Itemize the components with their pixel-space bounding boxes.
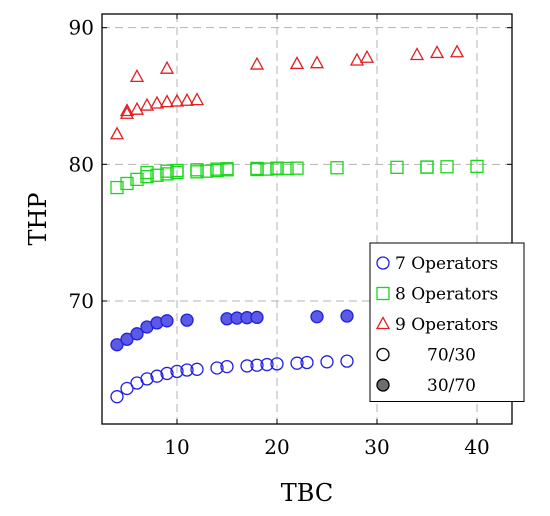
point-circle [110, 390, 124, 404]
point-triangle [139, 97, 155, 111]
point-triangle [189, 92, 205, 106]
data-points [109, 44, 484, 404]
point-square [200, 164, 214, 178]
point-square [440, 160, 454, 174]
y-axis-title: THP [24, 192, 52, 245]
legend-label: 7 Operators [395, 254, 498, 274]
point-square [150, 168, 164, 182]
point-triangle [309, 55, 325, 69]
point-square [260, 162, 274, 176]
point-triangle [249, 56, 265, 70]
point-square [390, 160, 404, 174]
legend-label: 70/30 [427, 346, 476, 366]
point-square [290, 161, 304, 175]
point-square [130, 172, 144, 187]
point-triangle [429, 45, 445, 59]
legend: 7 Operators 8 Operators 9 Operators 70/30 30… [369, 242, 525, 402]
point-triangle [349, 52, 365, 66]
point-circle [160, 366, 174, 381]
legend-box [369, 242, 525, 402]
point-circle [310, 310, 324, 324]
point-circle [120, 332, 134, 346]
point-triangle [359, 49, 375, 63]
point-triangle [409, 47, 425, 61]
x-tick-label: 20 [264, 435, 289, 459]
point-circle [220, 359, 234, 374]
point-square [140, 165, 154, 180]
point-circle [320, 355, 334, 369]
point-triangle [179, 92, 195, 106]
point-circle [190, 362, 204, 376]
point-circle [150, 369, 164, 383]
point-triangle [129, 101, 145, 115]
point-circle [120, 381, 134, 396]
legend-label: 30/70 [427, 376, 476, 396]
point-square [120, 176, 134, 191]
legend-marker [376, 256, 390, 270]
point-circle [180, 313, 194, 327]
point-circle [170, 364, 184, 379]
point-triangle [449, 44, 465, 58]
point-square [270, 161, 284, 175]
point-circle [160, 314, 174, 328]
legend-marker [376, 347, 390, 362]
legend-marker [376, 286, 390, 301]
x-tick-label: 40 [464, 435, 489, 459]
point-circle [340, 309, 354, 323]
point-circle [130, 327, 144, 341]
legend-marker [376, 378, 390, 392]
point-triangle [119, 103, 135, 117]
point-square [470, 159, 484, 174]
point-square [250, 161, 264, 176]
legend-label: 8 Operators [395, 285, 498, 305]
point-square [160, 164, 174, 178]
legend-marker [375, 316, 391, 330]
point-triangle [129, 69, 145, 83]
y-tick-label: 80 [69, 152, 94, 176]
point-circle [290, 356, 304, 370]
point-square [210, 162, 224, 176]
point-triangle [159, 94, 175, 108]
y-tick-label: 90 [69, 16, 94, 40]
x-axis-title: TBC [281, 479, 333, 507]
point-circle [250, 310, 264, 325]
point-triangle [169, 93, 185, 107]
x-tick-label: 30 [364, 435, 389, 459]
point-circle [260, 357, 274, 372]
point-square [110, 180, 124, 195]
point-circle [210, 361, 224, 375]
point-triangle [289, 56, 305, 70]
x-tick-label: 10 [164, 435, 189, 459]
point-triangle [109, 126, 125, 140]
point-square [280, 161, 294, 176]
legend-label: 9 Operators [395, 315, 498, 335]
point-square [220, 162, 234, 176]
point-circle [140, 372, 154, 386]
point-circle [240, 359, 254, 373]
point-circle [300, 355, 314, 370]
point-triangle [159, 60, 175, 74]
point-circle [180, 363, 194, 377]
point-circle [270, 357, 284, 371]
plot-frame [101, 13, 513, 425]
point-triangle [149, 95, 165, 109]
point-triangle [119, 105, 135, 119]
point-square [420, 160, 434, 174]
point-circle [250, 358, 264, 372]
point-square [330, 161, 344, 175]
point-circle [110, 338, 124, 352]
y-tick-label: 70 [69, 289, 94, 313]
axis-ticks: 10 20 30 40 70 80 90 [69, 14, 512, 459]
point-square [420, 160, 434, 174]
point-circle [340, 354, 354, 368]
point-square [170, 163, 184, 178]
point-square [190, 163, 204, 177]
